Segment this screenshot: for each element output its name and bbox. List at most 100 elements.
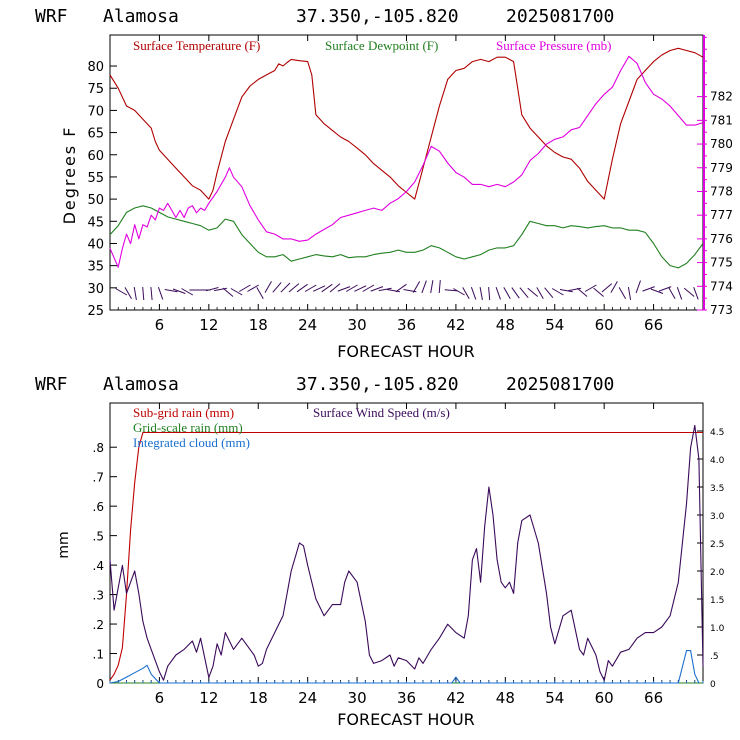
wind-barb xyxy=(568,287,582,292)
wind-barb xyxy=(658,286,672,292)
wind-barb xyxy=(329,283,341,293)
wind-barb xyxy=(115,288,128,296)
wind-barb xyxy=(519,287,529,299)
x-tick-label: 30 xyxy=(348,689,367,707)
wind-barb xyxy=(668,287,676,299)
y-tick-label: .4 xyxy=(93,559,104,573)
wind-barb xyxy=(354,285,367,292)
wind-barb xyxy=(133,287,137,300)
x-tick-label: 12 xyxy=(199,316,218,334)
legend-gridscale-rain: Grid-scale rain (mm) xyxy=(133,420,243,435)
wind-barb xyxy=(635,280,641,294)
wind-barb xyxy=(470,287,477,300)
y-tick-label: .3 xyxy=(93,589,104,603)
panel2-header: WRF Alamosa 37.350,-105.820 2025081700 xyxy=(35,374,614,395)
wind-barb xyxy=(453,288,465,296)
y2-tick-label: .5 xyxy=(710,652,719,662)
y2-tick-label: 2.0 xyxy=(710,568,725,578)
y2-tick-label: 778 xyxy=(710,184,733,198)
site-label-2: Alamosa xyxy=(103,374,179,395)
y-tick-label: 80 xyxy=(87,60,104,75)
x-tick-label: 12 xyxy=(199,689,218,707)
x-tick-label: 36 xyxy=(397,689,416,707)
wind-barb xyxy=(272,282,282,293)
y-tick-label: 70 xyxy=(87,104,104,119)
wind-barb xyxy=(172,288,186,294)
init-time-label-2: 2025081700 xyxy=(506,374,614,395)
panel1-xlabel: FORECAST HOUR xyxy=(337,342,475,361)
wind-barb xyxy=(362,284,375,292)
wind-barb xyxy=(544,287,554,299)
wind-barb xyxy=(312,285,326,292)
x-tick-label: 36 xyxy=(397,316,416,334)
wind-barbs xyxy=(115,280,699,301)
x-tick-label: 66 xyxy=(644,316,663,334)
wind-barb xyxy=(527,287,539,297)
wind-barb xyxy=(387,289,400,293)
panel1-legend: Surface Temperature (F) Surface Dewpoint… xyxy=(133,38,612,53)
wind-barb xyxy=(222,287,234,297)
wind-barb xyxy=(230,288,243,296)
wind-barb xyxy=(536,287,544,299)
panel2-axes: 6 12 18 24 30 36 42 48 54 60 66 0 .1 .2 .3 .4 .5 .6 .7 .8 0.… xyxy=(93,403,725,707)
x-tick-label: 48 xyxy=(496,316,515,334)
x-tick-label: 18 xyxy=(249,689,268,707)
y2-tick-label: 777 xyxy=(710,208,733,222)
y2-tick-label: 3.5 xyxy=(710,484,724,494)
wind-barb xyxy=(479,287,483,300)
x-tick-label: 54 xyxy=(545,316,564,334)
y2-tick-label: 773 xyxy=(710,303,733,317)
init-time-label: 2025081700 xyxy=(506,6,614,27)
wind-barb xyxy=(337,286,351,292)
x-tick-label: 30 xyxy=(348,316,367,334)
model-label-2: WRF xyxy=(35,374,68,395)
wind-barb xyxy=(438,280,441,294)
wind-barb xyxy=(412,281,421,293)
wind-barb xyxy=(610,281,618,293)
wind-barb xyxy=(601,283,613,293)
y-tick-label: 75 xyxy=(87,82,104,97)
y2-tick-label: 2.5 xyxy=(710,540,724,550)
x-tick-label: 48 xyxy=(496,689,515,707)
y2-tick-label: 0 xyxy=(710,680,716,690)
wind-barb xyxy=(157,287,164,300)
panel2-ylabel: mm xyxy=(56,531,72,558)
wind-barb xyxy=(395,283,407,293)
y2-tick-label: 775 xyxy=(710,256,733,270)
wind-barb xyxy=(321,283,333,293)
x-tick-label: 24 xyxy=(298,316,317,334)
series-wind xyxy=(109,424,704,681)
wind-barb xyxy=(238,284,251,292)
wind-barb xyxy=(304,284,317,292)
wind-barb xyxy=(280,282,291,293)
y-tick-label: .7 xyxy=(93,471,104,485)
series-dewpoint xyxy=(109,205,704,269)
wind-barb xyxy=(288,283,300,293)
y-tick-label: 45 xyxy=(87,215,104,230)
wind-barb xyxy=(430,280,434,294)
y-tick-label: 65 xyxy=(87,127,104,142)
x-tick-label: 42 xyxy=(446,689,465,707)
x-tick-label: 6 xyxy=(155,689,165,707)
x-tick-label: 24 xyxy=(298,689,317,707)
y2-tick-label: 779 xyxy=(710,161,733,175)
wind-barb xyxy=(150,287,153,301)
y2-tick-label: 782 xyxy=(710,90,733,104)
wind-barb xyxy=(247,284,259,292)
x-tick-label: 66 xyxy=(644,689,663,707)
y2-tick-label: 4.5 xyxy=(710,428,724,438)
wind-barb xyxy=(214,287,227,292)
y-tick-label: 50 xyxy=(87,193,104,208)
wind-barb xyxy=(495,287,501,300)
series-pressure xyxy=(109,55,704,268)
y2-tick-label: 3.0 xyxy=(710,512,725,522)
y2-tick-label: 780 xyxy=(710,137,733,151)
x-tick-label: 60 xyxy=(595,316,614,334)
wind-barb xyxy=(559,289,573,293)
wind-barb xyxy=(370,286,384,292)
wind-barb xyxy=(378,287,392,292)
wind-barb xyxy=(164,289,178,293)
wind-barb xyxy=(593,287,604,297)
wind-barb xyxy=(205,287,219,292)
legend-wind-speed: Surface Wind Speed (m/s) xyxy=(313,405,450,420)
